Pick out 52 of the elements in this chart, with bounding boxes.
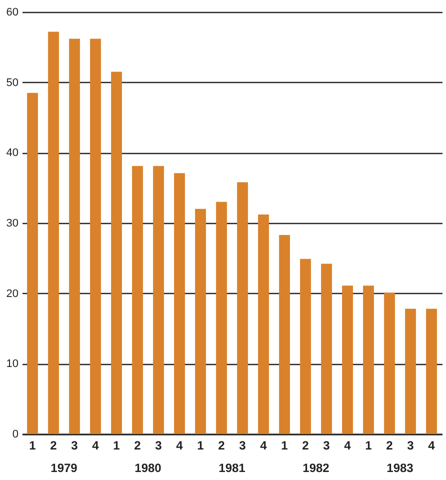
bar: [279, 234, 290, 434]
x-tick-label: 3: [155, 438, 162, 452]
bar: [237, 182, 248, 434]
x-tick-label: 3: [407, 438, 414, 452]
x-tick-label: 1: [281, 438, 288, 452]
y-tick-label: 30: [6, 218, 18, 230]
bar: [111, 72, 122, 434]
bar: [216, 202, 227, 434]
x-tick-label: 3: [323, 438, 330, 452]
x-tick-label: 3: [71, 438, 78, 452]
x-tick-label: 2: [134, 438, 142, 452]
y-tick-label: 10: [6, 358, 18, 370]
x-tick-label: 1: [197, 438, 204, 452]
bar: [426, 308, 437, 434]
bar: [258, 214, 269, 434]
y-tick-label: 50: [6, 76, 18, 89]
bar: [405, 308, 416, 434]
bar: [300, 258, 311, 434]
bar: [174, 173, 185, 434]
bar: [321, 264, 332, 434]
bar: [90, 38, 101, 434]
bar: [153, 166, 164, 434]
y-tick-label: 60: [6, 6, 18, 18]
x-tick-label: 2: [50, 438, 58, 452]
y-tick-label: 20: [6, 288, 18, 300]
bar: [195, 208, 206, 434]
bar: [132, 166, 143, 434]
x-tick-label: 4: [428, 438, 436, 452]
bar: [363, 286, 374, 434]
x-tick-label: 4: [260, 438, 268, 452]
bar: [48, 32, 59, 434]
text: 1980: [134, 461, 162, 475]
x-tick-label: 4: [92, 438, 100, 452]
x-tick-label: 4: [176, 438, 184, 452]
x-tick-label: 1: [113, 438, 120, 452]
y-tick-label: 40: [6, 147, 18, 160]
x-tick-label: 3: [239, 438, 246, 452]
bar: [27, 92, 38, 434]
x-tick-label: 2: [302, 438, 310, 452]
bar: [69, 38, 80, 434]
y-tick-label: 0: [12, 428, 18, 440]
text: 1981: [218, 461, 246, 475]
x-tick-label: 2: [218, 438, 226, 452]
x-tick-label: 2: [386, 438, 394, 452]
text: 1983: [386, 461, 414, 475]
x-tick-label: 1: [365, 438, 372, 452]
bar: [384, 292, 395, 434]
text: 1979: [50, 461, 78, 475]
x-tick-label: 1: [29, 438, 36, 452]
x-tick-label: 4: [344, 438, 352, 452]
text: 1982: [302, 461, 330, 475]
bar: [342, 286, 353, 434]
